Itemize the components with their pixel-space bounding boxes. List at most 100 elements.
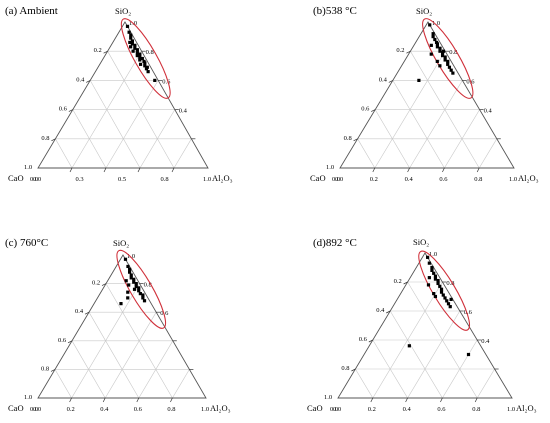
panel-title: (d)892 °C [313,237,357,249]
vertex-label-right: Al₂O₃ [212,173,233,183]
tick-label: 0.2 [370,176,378,183]
tick-label: 0.8 [161,176,169,183]
grid-line [392,80,445,169]
data-point [132,277,136,281]
tick-mark [474,397,478,403]
tick-label: 0.2 [67,406,75,413]
vertex-label-left: CaO [8,403,24,413]
data-point [137,289,141,293]
data-point [438,46,442,50]
data-point [436,278,440,283]
data-point [431,35,435,39]
tick-label: 0.0 [332,176,340,183]
data-point [146,70,150,74]
data-point [130,42,134,46]
tick-label: 0.0 [33,176,41,183]
data-point [433,294,438,299]
tick-label: 0.6 [59,106,68,113]
data-point [142,299,147,303]
tick-label: 0.0 [30,176,38,183]
tick-label: 0.4 [379,76,388,83]
tick-label: 1.0 [24,164,32,171]
grid-line [355,368,374,399]
tick-mark [103,50,108,54]
grid-line [444,109,480,169]
data-point [135,51,139,55]
grid-line [372,339,408,399]
tick-label: 0.8 [474,176,482,183]
grid-line [478,138,498,169]
tick-label: 0.6 [162,78,171,85]
data-point [417,78,421,82]
data-point [429,52,433,56]
tick-mark [370,397,374,403]
tick-mark [171,167,175,173]
tick-label: 0.6 [439,176,448,183]
tick-label: 1.0 [326,164,334,171]
data-point [427,276,431,280]
tick-label: 0.4 [405,176,414,183]
data-points [417,23,455,82]
vertex-label-top: SiO₂ [113,238,129,248]
data-point [153,78,157,82]
data-point [127,283,131,287]
data-point [429,43,433,47]
tick-mark [67,340,73,344]
tick-mark [476,167,480,173]
data-point [132,280,136,284]
data-point [435,59,439,64]
tick-label: 0.8 [449,49,457,56]
data-point [126,264,130,269]
tick-label: 0.8 [41,135,49,142]
grid-line [407,310,461,399]
tick-label: 0.8 [146,49,154,56]
panel-title: (c) 760°C [5,237,48,249]
tick-mark [407,167,410,173]
data-points [407,255,471,357]
data-point [446,59,450,64]
tick-label: 0.0 [333,406,341,413]
data-point [427,261,431,265]
data-point [129,33,133,37]
data-point [135,48,139,52]
grid-line [88,312,140,399]
tick-label: 0.4 [484,108,493,115]
data-point [440,53,445,58]
tick-label: 0.4 [481,338,490,345]
tick-label: 0.0 [335,176,343,183]
data-point [441,293,445,297]
tick-label: 0.6 [58,337,67,344]
data-point [448,305,452,309]
tick-label: 0.8 [41,365,49,372]
edge-ticks [51,50,196,173]
tick-mark [371,109,376,112]
tick-label: 0.8 [446,280,454,287]
data-point [129,276,133,280]
tick-label: 0.8 [167,406,175,413]
tick-mark [368,339,373,343]
tick-label: 0.8 [341,365,349,372]
tick-mark [136,397,140,403]
data-point [438,49,442,53]
tick-mark [68,109,73,112]
grid-line [71,340,106,399]
tick-label: 0.6 [464,309,473,316]
tick-label: 1.0 [509,176,517,183]
triangle-frame [337,252,513,399]
vertex-label-left: CaO [310,173,326,183]
grid-line [357,138,376,169]
data-point [141,296,145,300]
data-point [443,58,447,62]
vertex-label-top: SiO₂ [115,6,131,16]
tick-mark [101,283,107,286]
tick-mark [50,369,56,372]
tick-mark [86,80,91,83]
edge-ticks [50,283,194,403]
data-point [436,281,440,286]
grid-line [139,109,176,169]
tick-label: 1.0 [507,406,515,413]
data-points [119,257,147,306]
